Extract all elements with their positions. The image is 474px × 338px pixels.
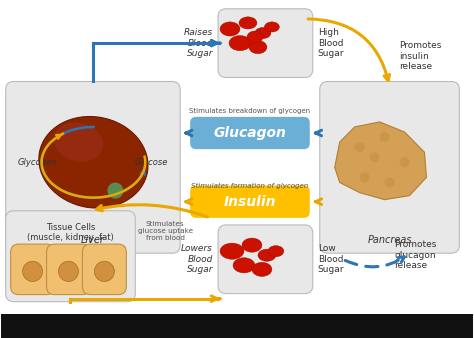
Ellipse shape	[242, 238, 262, 252]
FancyBboxPatch shape	[11, 244, 55, 295]
Circle shape	[58, 261, 79, 282]
Ellipse shape	[239, 17, 257, 29]
Ellipse shape	[252, 262, 272, 276]
Ellipse shape	[54, 122, 103, 162]
Ellipse shape	[255, 27, 271, 39]
Circle shape	[360, 172, 370, 183]
Text: Stimulates formation of glycogen: Stimulates formation of glycogen	[191, 183, 309, 189]
Text: Insulin: Insulin	[224, 195, 276, 209]
Ellipse shape	[220, 243, 244, 259]
Text: Pancreas: Pancreas	[367, 235, 412, 245]
Text: Glucagon: Glucagon	[213, 126, 286, 140]
Text: Glucose: Glucose	[135, 158, 168, 167]
Text: Promotes
insulin
release: Promotes insulin release	[400, 41, 442, 71]
Ellipse shape	[258, 249, 276, 261]
Ellipse shape	[229, 35, 251, 51]
Ellipse shape	[249, 41, 267, 54]
FancyBboxPatch shape	[190, 186, 310, 218]
Text: Liver: Liver	[81, 235, 105, 245]
Circle shape	[384, 177, 394, 188]
Text: Tissue Cells
(muscle, kidney, fat): Tissue Cells (muscle, kidney, fat)	[27, 223, 114, 242]
Text: Low
Blood
Sugar: Low Blood Sugar	[318, 244, 344, 274]
Text: Glycogen: Glycogen	[18, 158, 57, 167]
Circle shape	[400, 157, 410, 167]
Ellipse shape	[39, 117, 148, 208]
Circle shape	[94, 261, 114, 282]
Ellipse shape	[247, 31, 263, 43]
FancyBboxPatch shape	[6, 211, 135, 302]
Text: High
Blood
Sugar: High Blood Sugar	[318, 28, 344, 58]
Text: Raises
Blood
Sugar: Raises Blood Sugar	[184, 28, 213, 58]
FancyBboxPatch shape	[46, 244, 91, 295]
FancyBboxPatch shape	[218, 9, 313, 77]
Text: Stimulates
glucose uptake
from blood: Stimulates glucose uptake from blood	[137, 221, 193, 241]
Circle shape	[23, 261, 43, 282]
Ellipse shape	[220, 22, 240, 36]
Bar	[0, 314, 474, 338]
FancyBboxPatch shape	[218, 225, 313, 294]
Circle shape	[370, 152, 380, 162]
Circle shape	[108, 183, 123, 199]
Text: Lowers
Blood
Sugar: Lowers Blood Sugar	[181, 244, 213, 274]
FancyBboxPatch shape	[6, 81, 180, 253]
Ellipse shape	[264, 22, 279, 32]
Text: Stimulates breakdown of glycogen: Stimulates breakdown of glycogen	[190, 108, 310, 114]
Circle shape	[380, 132, 390, 142]
Text: Promotes
glucagon
release: Promotes glucagon release	[394, 240, 437, 270]
FancyBboxPatch shape	[190, 117, 310, 149]
Circle shape	[355, 142, 365, 152]
Polygon shape	[335, 122, 427, 200]
FancyBboxPatch shape	[320, 81, 459, 253]
Ellipse shape	[268, 246, 284, 257]
Ellipse shape	[233, 258, 255, 273]
FancyBboxPatch shape	[82, 244, 127, 295]
